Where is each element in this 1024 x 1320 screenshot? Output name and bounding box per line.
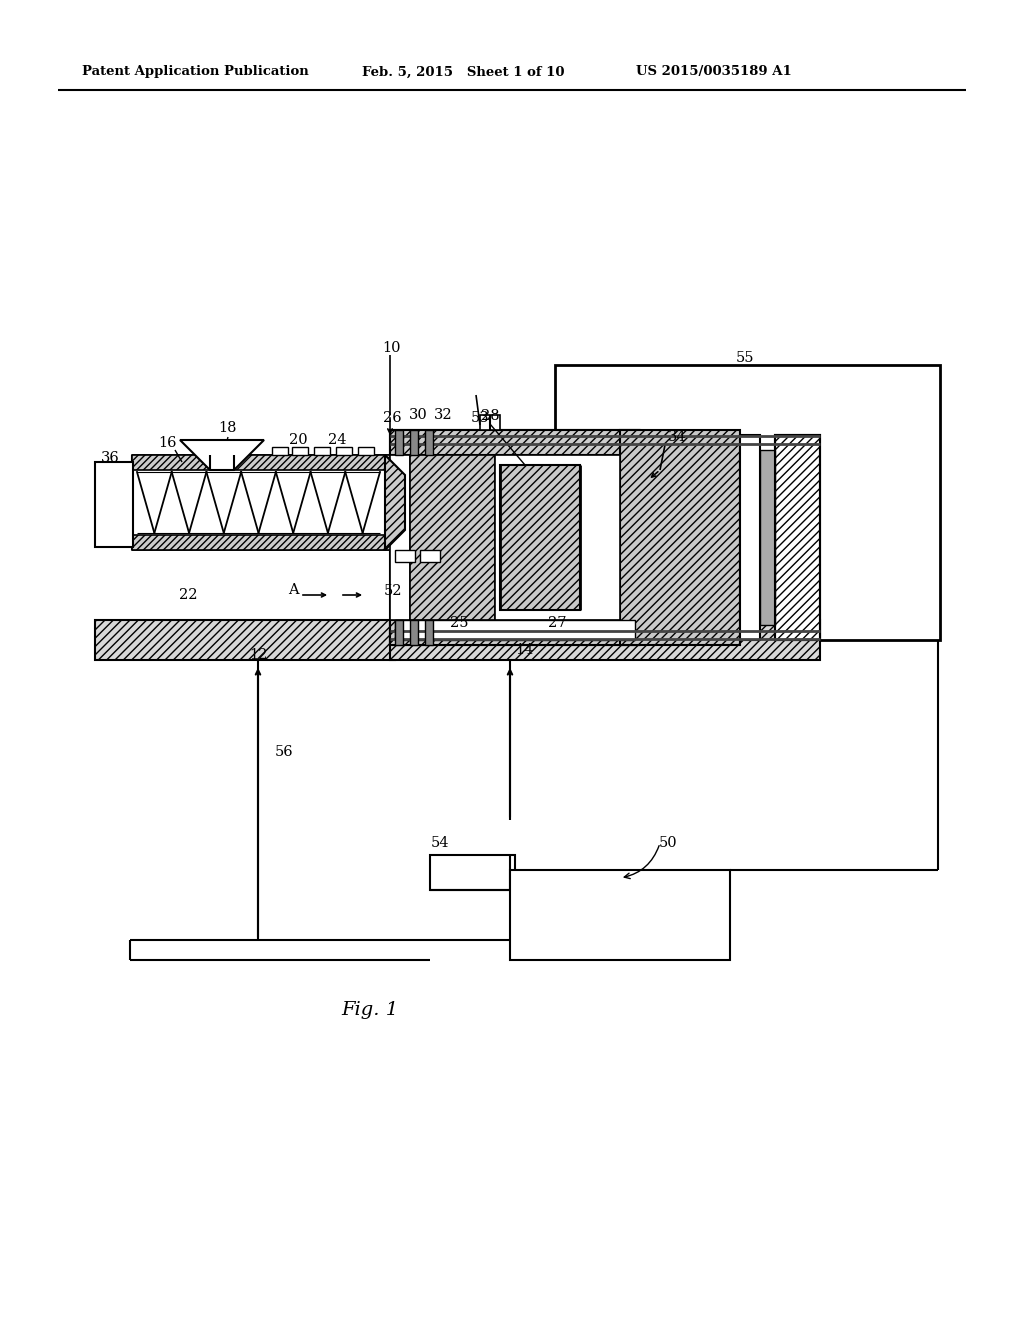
Bar xyxy=(132,455,395,470)
Text: 24: 24 xyxy=(328,433,346,447)
Bar xyxy=(390,620,820,660)
Text: 26: 26 xyxy=(383,411,401,425)
Text: 32: 32 xyxy=(434,408,453,422)
Text: 20: 20 xyxy=(289,433,307,447)
Text: Patent Application Publication: Patent Application Publication xyxy=(82,66,309,78)
Text: 55: 55 xyxy=(736,351,755,366)
Bar xyxy=(95,462,133,546)
Bar xyxy=(420,550,440,562)
Text: Feb. 5, 2015   Sheet 1 of 10: Feb. 5, 2015 Sheet 1 of 10 xyxy=(362,66,564,78)
Bar xyxy=(410,455,495,620)
Bar xyxy=(395,620,403,645)
Text: 27: 27 xyxy=(548,616,566,630)
Text: 30: 30 xyxy=(409,408,427,422)
Text: 53: 53 xyxy=(471,411,489,425)
Bar xyxy=(775,436,820,640)
Bar xyxy=(620,455,640,620)
Bar xyxy=(314,447,330,455)
Text: 16: 16 xyxy=(159,436,177,450)
Bar xyxy=(390,620,640,645)
Text: 52: 52 xyxy=(384,583,402,598)
Bar xyxy=(390,430,640,455)
Text: Fig. 1: Fig. 1 xyxy=(341,1001,398,1019)
Bar xyxy=(390,455,410,620)
Bar xyxy=(132,535,395,550)
Text: 25: 25 xyxy=(450,616,468,630)
Bar xyxy=(760,450,775,624)
Polygon shape xyxy=(385,455,406,550)
Text: A: A xyxy=(288,583,298,597)
Bar xyxy=(395,550,415,562)
Bar xyxy=(272,447,288,455)
Bar xyxy=(480,414,500,430)
Text: 18: 18 xyxy=(219,421,238,436)
Text: 34: 34 xyxy=(668,430,687,444)
Bar xyxy=(425,620,433,645)
Bar xyxy=(510,870,730,960)
Text: 54: 54 xyxy=(431,836,450,850)
Bar xyxy=(775,436,820,640)
Bar xyxy=(495,455,620,620)
Text: 10: 10 xyxy=(383,341,401,355)
Text: 56: 56 xyxy=(274,744,293,759)
Bar xyxy=(500,465,580,610)
Bar xyxy=(430,855,515,890)
Text: US 2015/0035189 A1: US 2015/0035189 A1 xyxy=(636,66,792,78)
Text: 36: 36 xyxy=(100,451,120,465)
Bar xyxy=(620,430,740,645)
Text: 14: 14 xyxy=(515,643,534,657)
Bar xyxy=(395,430,403,455)
Bar xyxy=(425,430,433,455)
Bar xyxy=(358,447,374,455)
Bar xyxy=(740,436,760,640)
Bar xyxy=(395,620,635,640)
Text: 50: 50 xyxy=(658,836,677,850)
Bar xyxy=(410,430,418,455)
Text: 12: 12 xyxy=(249,648,267,663)
Polygon shape xyxy=(180,440,264,470)
Text: 22: 22 xyxy=(179,587,198,602)
Bar xyxy=(410,620,418,645)
Text: 28: 28 xyxy=(480,409,500,422)
Bar xyxy=(555,366,940,640)
Bar xyxy=(95,620,395,660)
Bar xyxy=(336,447,352,455)
Bar xyxy=(292,447,308,455)
